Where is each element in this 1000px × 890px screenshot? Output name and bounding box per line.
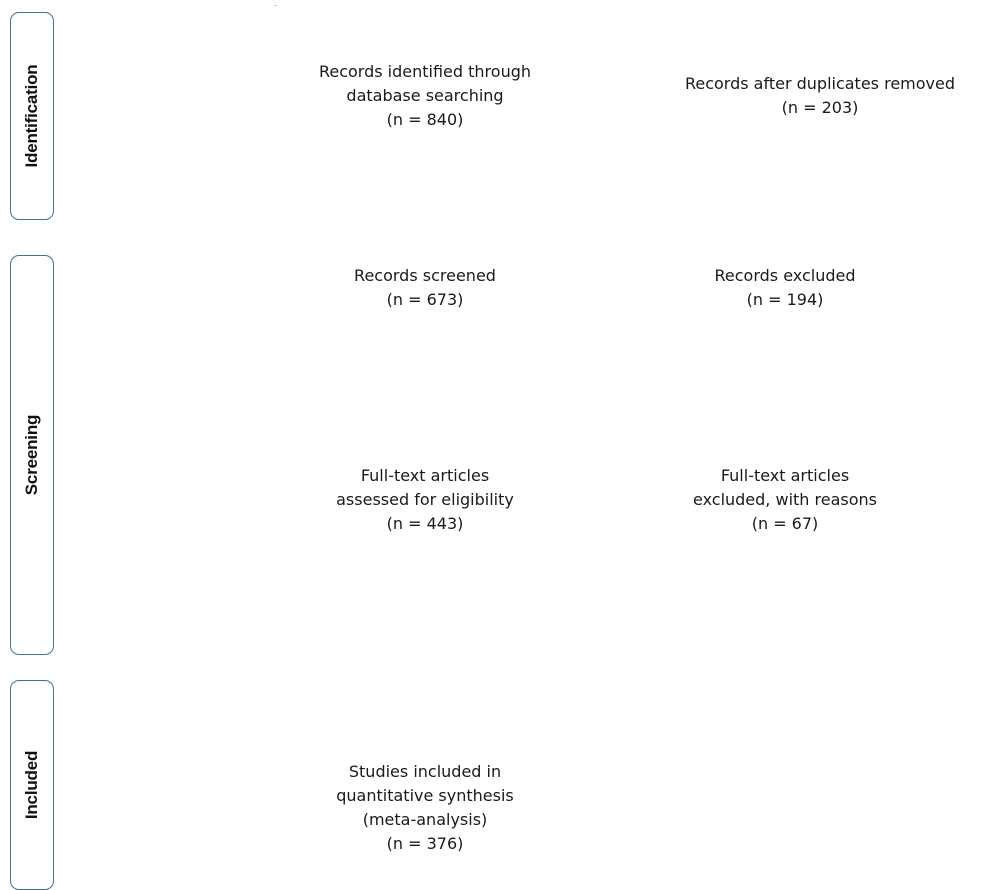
records-after-duplicates-line-1: Records after duplicates removed [684,74,956,93]
records-identified-line-2: database searching [346,86,504,105]
studies-included-count: (n = 376) [386,834,464,853]
records-identified-count: (n = 840) [386,110,464,129]
phase-screening-label: Screening [22,414,41,496]
fulltext-excluded-line-2: excluded, with reasons [693,490,877,509]
studies-included-line-3: (meta-analysis) [362,810,488,829]
phase-included: Included [10,680,54,890]
fulltext-assessed-line-1: Full-text articles [360,466,490,485]
phase-included-label: Included [22,750,41,820]
phase-identification: Identification [10,12,54,220]
records-identified-line-1: Records identified through [318,62,532,81]
fulltext-excluded-line-1: Full-text articles [720,466,850,485]
studies-included-line-2: quantitative synthesis [336,786,514,805]
fulltext-assessed-line-2: assessed for eligibility [336,490,514,509]
fulltext-excluded-count: (n = 67) [751,514,819,533]
phase-identification-label: Identification [22,64,41,168]
records-screened-box: Records screened (n = 673) [260,264,590,312]
records-excluded-line-1: Records excluded [714,266,856,285]
records-after-duplicates-count: (n = 203) [781,98,859,117]
corner-mark [274,5,277,6]
fulltext-assessed-box: Full-text articles assessed for eligibil… [260,464,590,536]
records-excluded-box: Records excluded (n = 194) [620,264,950,312]
fulltext-assessed-count: (n = 443) [386,514,464,533]
studies-included-box: Studies included in quantitative synthes… [260,760,590,856]
records-identified-box: Records identified through database sear… [260,60,590,132]
records-after-duplicates-box: Records after duplicates removed (n = 20… [640,72,1000,120]
records-screened-line-1: Records screened [354,266,496,285]
records-screened-count: (n = 673) [386,290,464,309]
fulltext-excluded-box: Full-text articles excluded, with reason… [620,464,950,536]
phase-screening: Screening [10,255,54,655]
records-excluded-count: (n = 194) [746,290,824,309]
studies-included-line-1: Studies included in [348,762,502,781]
